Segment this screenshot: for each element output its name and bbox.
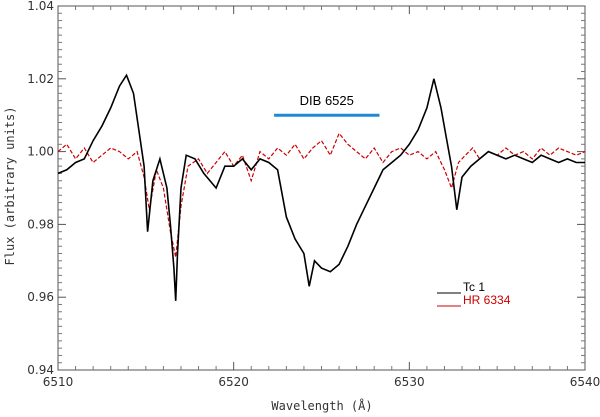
x-tick-label: 6530 bbox=[394, 375, 425, 389]
annotation-layer: DIB 6525 bbox=[274, 93, 380, 117]
plot-border bbox=[57, 5, 586, 371]
plot-frame bbox=[57, 5, 586, 371]
dib-label: DIB 6525 bbox=[300, 93, 354, 108]
series-line-hr6334 bbox=[57, 132, 586, 258]
y-tick-label: 0.94 bbox=[27, 363, 54, 377]
y-tick-label: 0.98 bbox=[27, 217, 54, 231]
legend-label: Tc 1 bbox=[463, 280, 485, 294]
x-tick-label: 6520 bbox=[218, 375, 249, 389]
x-tick-label: 6540 bbox=[570, 375, 600, 389]
series-layer bbox=[57, 73, 586, 301]
legend: Tc 1HR 6334 bbox=[437, 280, 511, 307]
series-line-tc1 bbox=[57, 73, 585, 301]
y-axis-ticks: 0.94 0.96 0.98 1.00 1.02 1.04 bbox=[27, 0, 585, 377]
y-tick-label: 0.96 bbox=[27, 290, 54, 304]
y-tick-label: 1.02 bbox=[27, 72, 54, 86]
x-axis-label: Wavelength (Å) bbox=[271, 398, 372, 413]
y-tick-label: 1.00 bbox=[27, 145, 54, 159]
y-axis-label: Flux (arbitrary units) bbox=[3, 107, 17, 266]
x-axis-ticks: 6510 6520 6530 6540 bbox=[43, 6, 600, 389]
y-tick-label: 1.04 bbox=[27, 0, 54, 13]
x-tick-label: 6510 bbox=[43, 375, 74, 389]
legend-label: HR 6334 bbox=[463, 293, 511, 307]
